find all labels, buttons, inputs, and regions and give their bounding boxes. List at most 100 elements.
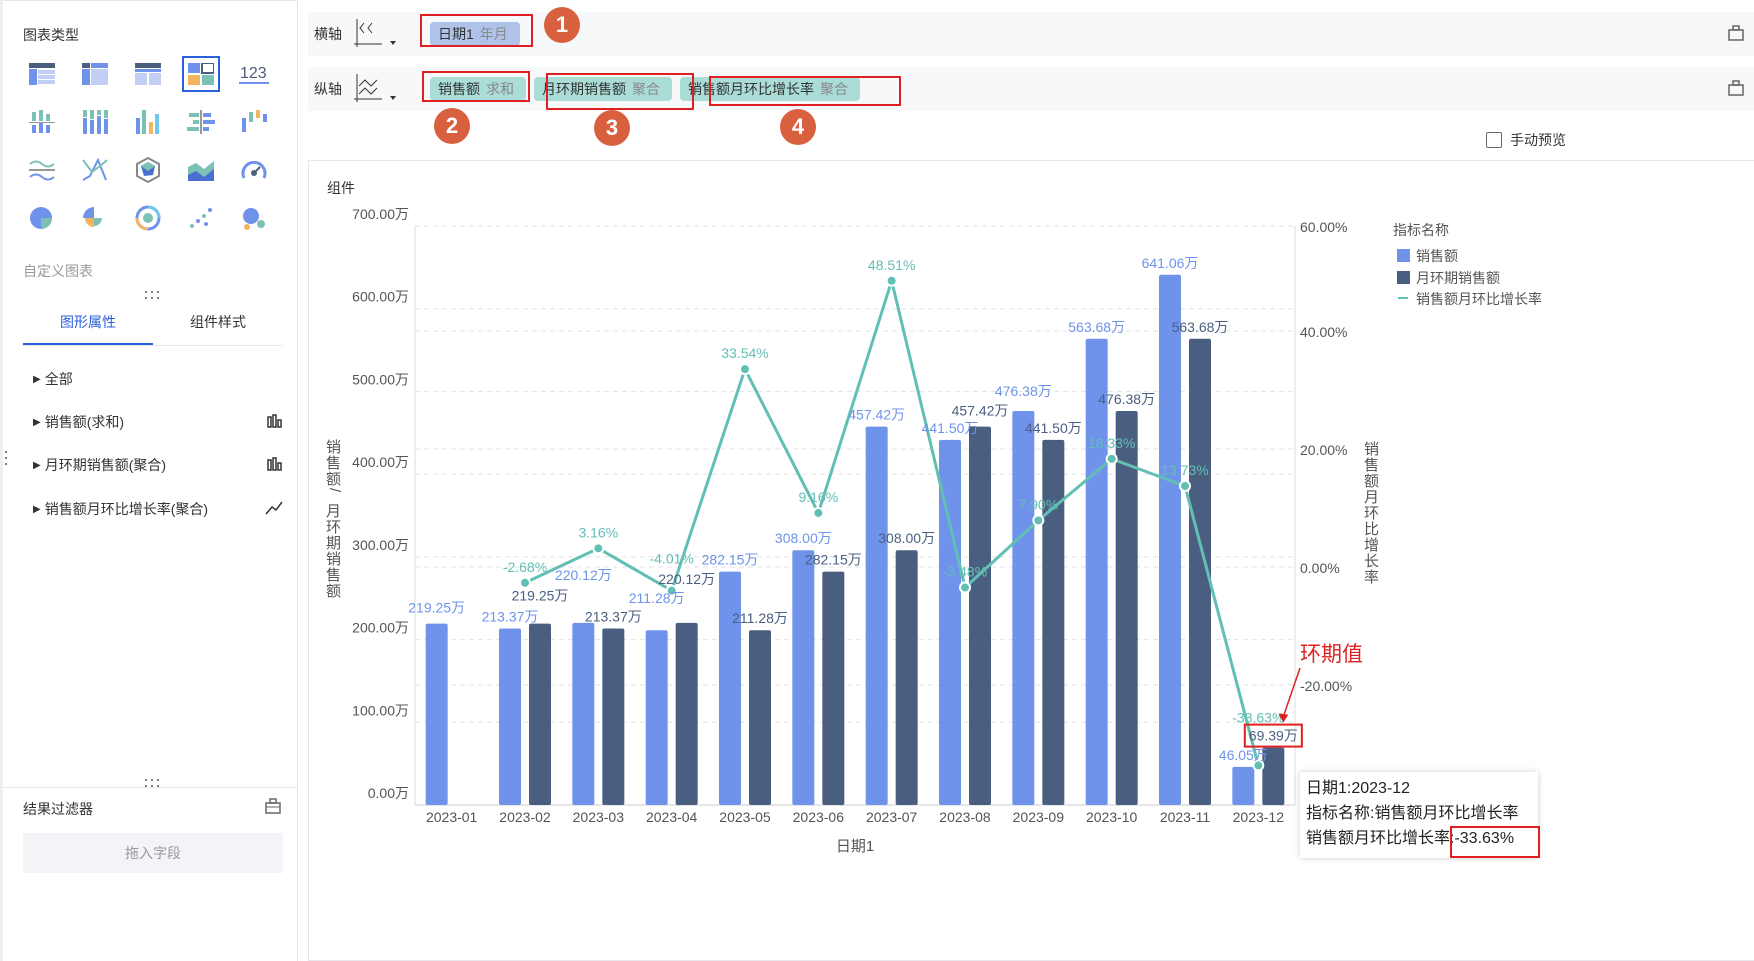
legend-item-prev-sales[interactable]: 月环期销售额 <box>1416 270 1500 286</box>
growth-rate-point[interactable] <box>959 581 971 594</box>
growth-rate-point[interactable] <box>1252 759 1265 772</box>
left-panel: 图表类型 123 自定义图表 图形属性 组件样式 ▶ 全部 ▶ 销售额(求和) ▶ 月… <box>0 0 298 961</box>
x-axis-chart-type-icon[interactable] <box>354 18 420 50</box>
bar-prev-sales[interactable] <box>969 426 991 805</box>
manual-preview-checkbox[interactable]: 手动预览 <box>1486 130 1566 150</box>
y-field-pill-prev-sales[interactable]: 月环期销售额 聚合 <box>534 77 672 101</box>
bar-sales[interactable] <box>425 623 448 805</box>
sunburst-icon[interactable] <box>129 200 167 236</box>
bar-prev-sales[interactable] <box>1042 439 1065 805</box>
x-tick-label: 2023-08 <box>939 809 991 825</box>
bar-prev-sales[interactable] <box>1115 410 1138 805</box>
y2-tick-label: -20.00% <box>1300 678 1352 694</box>
panel-handle[interactable] <box>4 450 8 469</box>
data-label-sales: 220.12万 <box>555 567 612 583</box>
growth-rate-point[interactable] <box>665 584 678 597</box>
bar-sales[interactable] <box>499 628 521 805</box>
tree-item-all[interactable]: ▶ 全部 <box>33 369 283 389</box>
y-axis-settings-icon[interactable] <box>1728 79 1744 99</box>
data-label-sales: 211.28万 <box>629 590 685 606</box>
checkbox-box[interactable] <box>1486 132 1502 148</box>
detail-table-icon[interactable] <box>129 56 167 92</box>
y-field-pill-sales[interactable]: 销售额 求和 <box>430 77 526 101</box>
x-tick-label: 2023-03 <box>573 809 625 825</box>
bar-sales[interactable] <box>939 439 961 805</box>
y2-tick-label: 20.00% <box>1300 442 1347 458</box>
comparison-bar-icon[interactable] <box>182 104 220 140</box>
legend-item-rate[interactable]: 销售额月环比增长率 <box>1416 291 1542 307</box>
growth-rate-point[interactable] <box>1179 479 1191 492</box>
bar-sales[interactable] <box>792 550 815 805</box>
custom-chart-icon[interactable] <box>182 56 220 92</box>
grouped-bar-icon[interactable] <box>23 104 61 140</box>
bar-sales[interactable] <box>1012 410 1035 805</box>
growth-rate-point[interactable] <box>1032 514 1045 527</box>
bar-prev-sales[interactable] <box>529 623 551 805</box>
bar-sales[interactable] <box>1159 274 1181 805</box>
multi-line-icon[interactable] <box>23 152 61 188</box>
y-axis-chart-type-icon[interactable] <box>354 73 420 105</box>
bar-prev-sales[interactable] <box>895 550 918 805</box>
bar-prev-sales[interactable] <box>602 628 625 805</box>
bar-prev-sales[interactable] <box>1189 338 1211 805</box>
table-icon[interactable] <box>23 56 61 92</box>
bar-sales[interactable] <box>572 622 595 805</box>
gauge-icon[interactable] <box>235 152 273 188</box>
settings-icon[interactable] <box>265 798 281 817</box>
bar-chart-icon[interactable] <box>267 456 283 474</box>
scatter-icon[interactable] <box>182 200 220 236</box>
resize-handle[interactable] <box>143 287 161 303</box>
bar-sales[interactable] <box>645 630 668 805</box>
rose-chart-icon[interactable] <box>76 200 114 236</box>
chart-type-grid: 123 <box>23 56 288 236</box>
y-tick-label: 200.00万 <box>352 620 409 636</box>
line-chart-icon[interactable] <box>265 501 283 518</box>
multi-bar-icon[interactable] <box>129 104 167 140</box>
bar-sales[interactable] <box>719 571 741 805</box>
field-aggregation: 聚合 <box>632 81 660 97</box>
field-name: 月环期销售额 <box>542 81 626 97</box>
growth-rate-point[interactable] <box>739 363 751 376</box>
tooltip-date: 日期1:2023-12 <box>1306 780 1411 797</box>
bar-prev-sales[interactable] <box>675 622 698 805</box>
x-axis-settings-icon[interactable] <box>1728 24 1744 44</box>
bar-sales[interactable] <box>1085 338 1108 805</box>
field-aggregation: 年月 <box>479 26 508 42</box>
growth-rate-point[interactable] <box>519 576 531 589</box>
tab-component-style[interactable]: 组件样式 <box>190 314 246 330</box>
growth-rate-point[interactable] <box>1105 452 1118 465</box>
step-badge: 2 <box>434 108 470 144</box>
radar-icon[interactable] <box>129 152 167 188</box>
area-chart-icon[interactable] <box>182 152 220 188</box>
x-axis-title: 日期1 <box>836 838 874 855</box>
range-bar-icon[interactable] <box>235 104 273 140</box>
bar-prev-sales[interactable] <box>749 630 771 805</box>
y2-tick-label: 60.00% <box>1300 219 1347 235</box>
line-chart-icon[interactable] <box>76 152 114 188</box>
y-tick-label: 700.00万 <box>352 206 409 222</box>
tab-graphic-properties[interactable]: 图形属性 <box>23 307 153 345</box>
x-field-pill-date[interactable]: 日期1 年月 <box>430 22 520 46</box>
field-aggregation: 聚合 <box>820 81 848 97</box>
cross-table-icon[interactable] <box>76 56 114 92</box>
stacked-bar-icon[interactable] <box>76 104 114 140</box>
tree-item-prev-sales[interactable]: ▶ 月环期销售额(聚合) <box>33 455 283 475</box>
tree-item-growth-rate[interactable]: ▶ 销售额月环比增长率(聚合) <box>33 499 283 519</box>
legend-item-sales[interactable]: 销售额 <box>1416 248 1458 264</box>
kpi-number-icon[interactable]: 123 <box>235 56 273 92</box>
growth-rate-point[interactable] <box>885 274 898 287</box>
filter-drop-zone[interactable]: 拖入字段 <box>23 833 283 873</box>
growth-rate-point[interactable] <box>812 506 825 519</box>
bar-prev-sales[interactable] <box>1262 747 1285 805</box>
bar-sales[interactable] <box>1232 766 1255 805</box>
bar-sales[interactable] <box>865 426 888 805</box>
data-label-growth-rate: 9.16% <box>798 489 838 505</box>
growth-rate-point[interactable] <box>592 542 605 555</box>
pie-chart-icon[interactable] <box>23 200 61 236</box>
bubble-icon[interactable] <box>235 200 273 236</box>
bar-prev-sales[interactable] <box>822 571 845 805</box>
bar-chart-icon[interactable] <box>267 413 283 431</box>
tree-item-sales[interactable]: ▶ 销售额(求和) <box>33 412 283 432</box>
resize-handle[interactable] <box>143 775 161 791</box>
data-label-growth-rate: -4.01% <box>649 551 693 567</box>
